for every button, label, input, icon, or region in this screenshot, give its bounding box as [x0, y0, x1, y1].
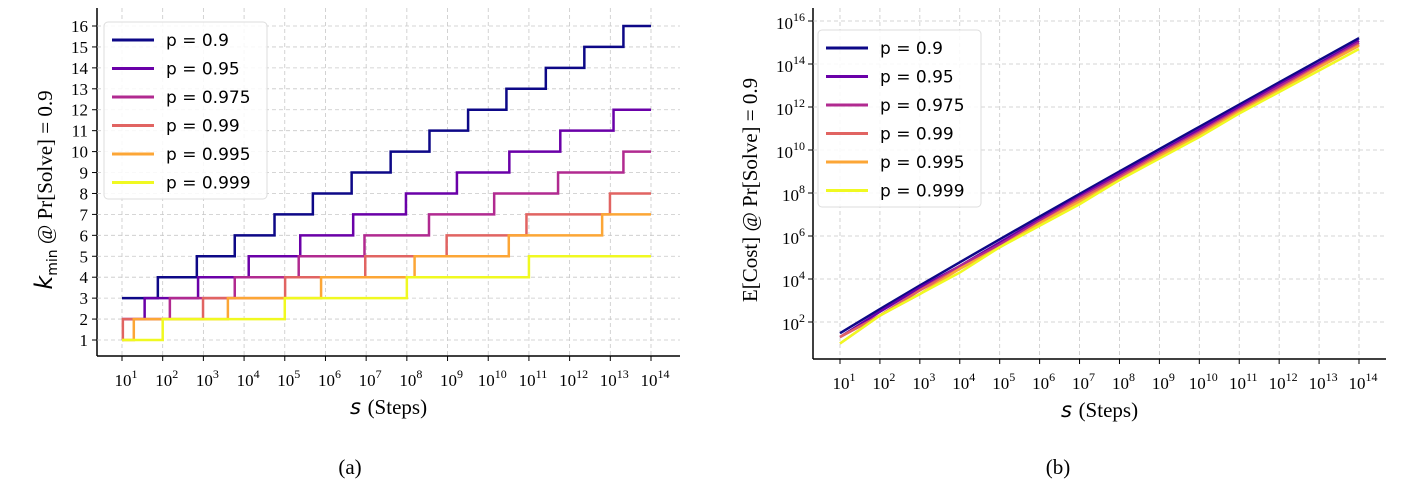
series-line	[122, 213, 651, 342]
legend-label: p = 0.975	[880, 96, 965, 116]
y-tick-label: 3	[80, 289, 89, 308]
y-tick-label: 16	[71, 17, 88, 36]
legend-label: p = 0.95	[166, 60, 240, 80]
legend-label: p = 0.9	[166, 31, 229, 51]
x-tick-label: 105	[277, 367, 300, 390]
legend-label: p = 0.9	[880, 39, 943, 59]
legend-label: p = 0.999	[166, 174, 251, 194]
x-tick-label: 1012	[559, 367, 588, 390]
y-tick-label: 2	[80, 310, 89, 329]
chart-b: 101 102 103 104 105 106 107 108 109 1010 1011 1012 1…	[738, 8, 1386, 422]
x-tick-label: 1013	[600, 367, 629, 390]
y-tick-label: 1010	[776, 139, 805, 162]
y-tick-label: 15	[71, 38, 88, 57]
x-tick-label: 109	[440, 367, 463, 390]
series-line	[839, 39, 1360, 339]
x-tick-label: 109	[1152, 370, 1175, 393]
legend-label: p = 0.99	[166, 117, 240, 137]
x-tick-label: 102	[155, 367, 178, 390]
x-tick-label: 101	[115, 367, 138, 390]
x-tick-label: 106	[318, 367, 341, 390]
y-tick-label: 13	[71, 80, 88, 99]
x-tick-label: 107	[359, 367, 382, 390]
x-axis-label: s (Steps)	[350, 395, 427, 419]
y-tick-label: 102	[782, 311, 805, 334]
x-tick-label: 104	[237, 367, 260, 390]
y-tick-label: 8	[80, 184, 89, 203]
x-tick-label: 105	[992, 370, 1015, 393]
y-tick-label: 106	[782, 225, 805, 248]
y-tick-label: 5	[80, 247, 89, 266]
x-tick-label: 106	[1032, 370, 1055, 393]
x-tick-label: 101	[833, 370, 856, 393]
x-tick-label: 108	[399, 367, 422, 390]
y-tick-label: 10	[71, 143, 88, 162]
y-axis-label: E[Cost] @ Pr[Solve] = 0.9	[738, 78, 762, 302]
x-tick-label: 108	[1112, 370, 1135, 393]
chart-a: 101 102 103 104 105 106 107 108 109 1010 1011 1012 1…	[30, 8, 680, 419]
legend-label: p = 0.99	[880, 125, 954, 145]
y-tick-label: 104	[782, 268, 805, 291]
x-tick-label: 1010	[1189, 370, 1218, 393]
legend-label: p = 0.975	[166, 88, 251, 108]
x-tick-label: 103	[912, 370, 935, 393]
legend-label: p = 0.999	[880, 182, 965, 202]
y-tick-label: 11	[72, 122, 88, 141]
y-tick-label: 6	[80, 226, 89, 245]
x-tick-label: 107	[1072, 370, 1095, 393]
series-line	[122, 255, 651, 342]
x-tick-label: 1011	[1229, 370, 1258, 393]
x-tick-label: 1013	[1309, 370, 1338, 393]
x-tick-label: 1012	[1269, 370, 1298, 393]
panel-label-b: (b)	[1046, 455, 1071, 479]
series-line	[122, 24, 651, 300]
x-tick-label: 1014	[641, 367, 670, 390]
x-tick-label: 1011	[519, 367, 548, 390]
x-tick-label: 103	[196, 367, 219, 390]
y-tick-label: 9	[80, 164, 89, 183]
legend-label: p = 0.995	[166, 145, 251, 165]
y-tick-label: 1	[80, 331, 89, 350]
x-tick-label: 1010	[478, 367, 507, 390]
y-tick-label: 12	[71, 101, 88, 120]
x-tick-label: 102	[872, 370, 895, 393]
x-tick-label: 104	[952, 370, 975, 393]
y-tick-label: 7	[80, 205, 89, 224]
y-tick-label: 108	[782, 182, 805, 205]
y-tick-label: 1012	[776, 96, 805, 119]
y-tick-label: 14	[71, 59, 89, 78]
y-tick-label: 1014	[776, 53, 805, 76]
legend-label: p = 0.95	[880, 68, 954, 88]
x-tick-label: 1014	[1349, 370, 1378, 393]
x-axis-label: s (Steps)	[1061, 398, 1138, 422]
series-line	[839, 37, 1360, 335]
y-tick-label: 1016	[776, 10, 805, 33]
series-line	[122, 108, 651, 321]
series-line	[839, 43, 1360, 339]
legend-label: p = 0.995	[880, 153, 965, 173]
panel-label-a: (a)	[338, 455, 361, 479]
y-axis-label: kmin @ Pr[Solve] = 0.9	[30, 90, 61, 289]
series-line	[839, 47, 1360, 345]
y-tick-label: 4	[80, 268, 89, 287]
